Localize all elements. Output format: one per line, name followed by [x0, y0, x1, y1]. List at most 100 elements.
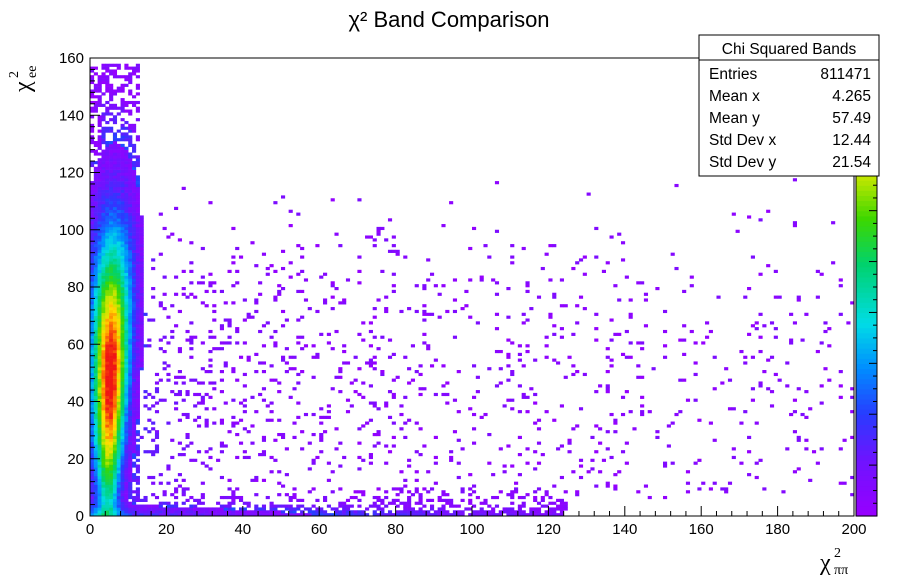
heatmap-cell — [116, 289, 121, 294]
heatmap-cell — [517, 352, 522, 356]
heatmap-cell — [212, 513, 217, 517]
heatmap-cell — [128, 475, 133, 480]
heatmap-cell — [441, 384, 446, 388]
heatmap-cell — [97, 161, 102, 165]
heatmap-cell — [166, 315, 171, 319]
heatmap-cell — [97, 372, 102, 377]
heatmap-cell — [181, 501, 186, 505]
heatmap-cell — [112, 490, 118, 494]
heatmap-cell — [804, 438, 809, 442]
heatmap-cell — [426, 510, 431, 514]
heatmap-cell — [112, 412, 118, 417]
heatmap-cell — [135, 304, 140, 308]
heatmap-cell — [135, 246, 140, 251]
heatmap-cell — [128, 441, 133, 445]
heatmap-cell — [116, 149, 121, 153]
heatmap-cell — [124, 487, 129, 491]
heatmap-cell — [132, 404, 137, 408]
heatmap-cell — [132, 186, 137, 190]
heatmap-cell — [120, 278, 125, 282]
heatmap-cell — [116, 387, 121, 391]
heatmap-cell — [407, 501, 412, 505]
heatmap-cell — [590, 467, 595, 471]
heatmap-cell — [128, 126, 133, 130]
heatmap-cell — [97, 246, 102, 251]
heatmap-cell — [90, 338, 95, 342]
heatmap-cell — [135, 281, 140, 285]
heatmap-cell — [162, 398, 167, 402]
heatmap-cell — [116, 372, 121, 377]
heatmap-cell — [605, 384, 610, 388]
heatmap-cell — [97, 347, 102, 351]
heatmap-cell — [189, 458, 194, 462]
heatmap-cell — [189, 507, 194, 511]
heatmap-cell — [116, 341, 121, 345]
heatmap-cell — [105, 307, 110, 311]
heatmap-cell — [93, 289, 98, 294]
heatmap-cell — [181, 412, 186, 417]
heatmap-cell — [655, 287, 660, 291]
heatmap-cell — [112, 301, 118, 305]
heatmap-cell — [342, 361, 347, 365]
heatmap-cell — [261, 324, 267, 328]
x-axis-label: χ 2 ππ — [819, 546, 848, 575]
heatmap-cell — [124, 424, 129, 428]
heatmap-cell — [544, 252, 549, 256]
heatmap-cell — [670, 461, 675, 465]
heatmap-cell — [472, 484, 477, 488]
heatmap-cell — [93, 86, 98, 90]
heatmap-cell — [307, 510, 312, 514]
heatmap-cell — [258, 510, 263, 514]
stats-row-value: 811471 — [820, 66, 871, 83]
heatmap-cell — [193, 510, 198, 514]
heatmap-cell — [97, 455, 102, 460]
heatmap-cell — [109, 344, 114, 348]
heatmap-cell — [124, 192, 129, 196]
heatmap-cell — [353, 390, 358, 394]
heatmap-cell — [361, 493, 366, 497]
heatmap-cell — [109, 418, 114, 422]
heatmap-cell — [139, 307, 144, 311]
heatmap-cell — [135, 347, 140, 351]
heatmap-cell — [414, 284, 419, 288]
heatmap-cell — [109, 143, 114, 148]
heatmap-cell — [101, 229, 106, 233]
colorbar-segment — [856, 220, 877, 227]
heatmap-cell — [685, 470, 691, 474]
heatmap-cell — [97, 198, 102, 202]
heatmap-cell — [93, 404, 98, 408]
colorbar-segment — [856, 317, 877, 324]
heatmap-cell — [231, 261, 236, 265]
heatmap-cell — [124, 464, 129, 468]
heatmap-cell — [521, 392, 526, 397]
heatmap-cell — [273, 458, 278, 462]
heatmap-cell — [132, 501, 137, 505]
heatmap-cell — [90, 461, 95, 465]
heatmap-cell — [494, 495, 500, 500]
heatmap-cell — [120, 226, 125, 231]
colorbar-segment — [856, 337, 877, 344]
heatmap-cell — [93, 241, 98, 245]
heatmap-cell — [403, 507, 408, 511]
heatmap-cell — [452, 278, 458, 282]
heatmap-cell — [792, 224, 797, 228]
heatmap-cell — [200, 501, 205, 505]
heatmap-cell — [128, 289, 133, 294]
heatmap-cell — [372, 361, 377, 365]
heatmap-cell — [120, 109, 125, 113]
heatmap-cell — [166, 481, 171, 485]
heatmap-cell — [97, 100, 102, 105]
heatmap-cell — [128, 298, 133, 302]
heatmap-cell — [120, 395, 125, 399]
heatmap-cell — [93, 235, 98, 239]
heatmap-cell — [97, 335, 102, 339]
heatmap-cell — [139, 321, 144, 325]
heatmap-cell — [281, 287, 286, 291]
heatmap-cell — [93, 307, 98, 311]
heatmap-cell — [112, 89, 118, 93]
heatmap-cell — [132, 372, 137, 377]
heatmap-cell — [109, 189, 114, 193]
heatmap-cell — [120, 229, 125, 233]
heatmap-cell — [200, 507, 205, 511]
heatmap-cell — [105, 224, 110, 228]
